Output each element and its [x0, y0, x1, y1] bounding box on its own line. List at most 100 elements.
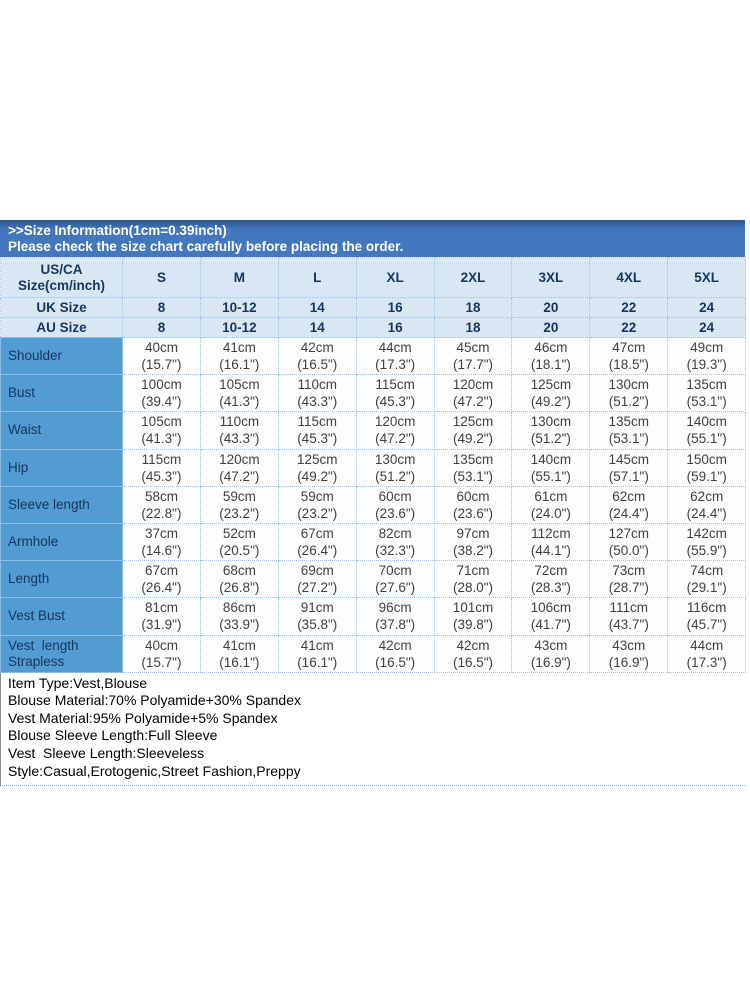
size-value-cell: 40cm (15.7")	[122, 634, 201, 673]
value-cm: 130cm	[608, 377, 650, 393]
value-cm: 140cm	[686, 414, 727, 430]
value-inch: (43.7")	[608, 617, 649, 633]
value-cm: 69cm	[300, 563, 334, 579]
value-cm: 52cm	[222, 526, 256, 542]
value-cm: 43cm	[612, 637, 646, 653]
value-cm: 44cm	[378, 340, 412, 356]
value-cm: 111cm	[609, 600, 649, 616]
size-value-cell: 82cm (32.3")	[355, 522, 435, 562]
banner-subtitle: Please check the size chart carefully be…	[8, 238, 404, 254]
value-cm: 86cm	[222, 600, 256, 616]
corner-label-line1: US/CA	[40, 261, 83, 277]
value-inch: (39.4")	[141, 394, 182, 410]
value-cm: 74cm	[690, 563, 724, 579]
value-cm: 60cm	[378, 488, 412, 504]
uk-size-row-value: 16	[355, 297, 435, 318]
value-inch: (27.6")	[375, 580, 416, 596]
value-cm: 60cm	[456, 488, 490, 504]
value-cm: 120cm	[219, 451, 260, 467]
value-cm: 71cm	[456, 563, 490, 579]
size-value-cell: 140cm (55.1")	[511, 448, 591, 487]
size-value-cell: 60cm (23.6")	[355, 485, 435, 524]
size-value-cell: 125cm (49.2")	[433, 411, 513, 450]
size-value-cell: 59cm (23.2")	[277, 485, 357, 524]
value-inch: (29.1")	[686, 580, 727, 596]
size-value-cell: 115cm (45.3")	[277, 411, 357, 450]
value-cm: 67cm	[144, 563, 178, 579]
size-value-cell: 43cm (16.9")	[511, 634, 591, 673]
value-inch: (24.4")	[686, 505, 727, 521]
size-value-cell: 60cm (23.6")	[433, 485, 513, 524]
value-inch: (22.8")	[141, 505, 182, 521]
value-cm: 62cm	[612, 488, 646, 504]
size-header-row: US/CA Size(cm/inch) S M L XL 2XL 3XL 4XL 5XL	[0, 257, 747, 298]
size-column-header: 5XL	[667, 257, 747, 298]
value-inch: (32.3")	[375, 543, 416, 559]
value-cm: 96cm	[378, 600, 412, 616]
size-chart-sheet: >>Size Information(1cm=0.39inch) Please …	[0, 220, 747, 787]
value-inch: (47.2")	[219, 468, 260, 484]
size-column-header: XL	[355, 257, 435, 298]
size-value-cell: 41cm (16.1")	[277, 634, 357, 673]
value-inch: (17.3")	[686, 654, 727, 670]
value-inch: (16.1")	[297, 654, 338, 670]
value-cm: 40cm	[144, 637, 178, 653]
size-value-cell: 41cm (16.1")	[199, 634, 279, 673]
table-body: Shoulder 40cm (15.7") 41cm (16.1") 42cm (16.5"…	[0, 336, 747, 673]
size-value-cell: 115cm (45.3")	[355, 374, 435, 413]
size-value-cell: 47cm (18.5")	[589, 336, 669, 376]
size-value-cell: 59cm (23.2")	[199, 485, 279, 524]
value-inch: (57.1")	[608, 468, 649, 484]
size-value-cell: 72cm (28.3")	[511, 560, 591, 599]
value-inch: (53.1")	[608, 431, 649, 447]
value-inch: (45.7")	[686, 617, 727, 633]
measurement-row: Armhole 37cm (14.6") 52cm (20.5") 67cm (26.4")…	[0, 522, 747, 562]
value-cm: 82cm	[378, 526, 412, 542]
size-value-cell: 96cm (37.8")	[355, 597, 435, 636]
value-inch: (23.2")	[219, 505, 260, 521]
value-inch: (16.1")	[219, 357, 260, 373]
value-cm: 106cm	[530, 600, 572, 616]
size-value-cell: 145cm (57.1")	[589, 448, 669, 487]
row-label: Shoulder	[0, 336, 123, 376]
value-inch: (49.2")	[452, 431, 494, 447]
detail-line: Vest Material:95% Polyamide+5% Spandex	[8, 709, 278, 726]
size-column-header: 3XL	[511, 257, 591, 298]
size-value-cell: 61cm (24.0")	[511, 485, 591, 524]
size-value-cell: 150cm (59.1")	[667, 448, 747, 487]
size-table: US/CA Size(cm/inch) S M L XL 2XL 3XL 4XL 5XL UK Si…	[0, 257, 747, 673]
size-value-cell: 106cm (41.7")	[511, 597, 591, 636]
value-inch: (28.7")	[608, 580, 649, 596]
size-column-header: L	[277, 257, 357, 298]
value-inch: (24.4")	[608, 505, 649, 521]
value-cm: 58cm	[144, 488, 178, 504]
table-head: US/CA Size(cm/inch) S M L XL 2XL 3XL 4XL 5XL UK Si…	[0, 257, 747, 338]
value-inch: (51.2")	[608, 394, 649, 410]
detail-line: Blouse Sleeve Length:Full Sleeve	[8, 727, 218, 744]
size-value-cell: 52cm (20.5")	[199, 522, 279, 562]
uk-size-row: UK Size 8 10-12 14 16 18 20 22 24	[0, 297, 747, 318]
value-cm: 110cm	[297, 377, 337, 393]
row-label: Sleeve length	[0, 485, 123, 524]
value-cm: 81cm	[144, 600, 178, 616]
detail-line: Style:Casual,Erotogenic,Street Fashion,P…	[8, 762, 301, 779]
value-inch: (47.2")	[452, 394, 494, 410]
size-value-cell: 125cm (49.2")	[511, 374, 591, 413]
size-value-cell: 67cm (26.4")	[277, 522, 357, 562]
value-cm: 42cm	[300, 340, 334, 356]
au-size-row-value: 16	[355, 317, 435, 338]
value-cm: 115cm	[141, 451, 182, 467]
value-cm: 150cm	[686, 451, 727, 467]
value-inch: (14.6")	[141, 543, 182, 559]
value-cm: 127cm	[608, 526, 650, 542]
value-cm: 37cm	[144, 526, 178, 542]
size-value-cell: 81cm (31.9")	[122, 597, 201, 636]
row-label: Bust	[0, 374, 123, 413]
value-cm: 91cm	[300, 600, 334, 616]
value-inch: (41.3")	[141, 431, 182, 447]
value-cm: 145cm	[608, 451, 650, 467]
measurement-row: Bust 100cm (39.4") 105cm (41.3") 110cm (43.3")…	[0, 374, 747, 413]
value-cm: 135cm	[686, 377, 727, 393]
value-inch: (51.2")	[530, 431, 571, 447]
value-inch: (15.7")	[141, 654, 182, 670]
